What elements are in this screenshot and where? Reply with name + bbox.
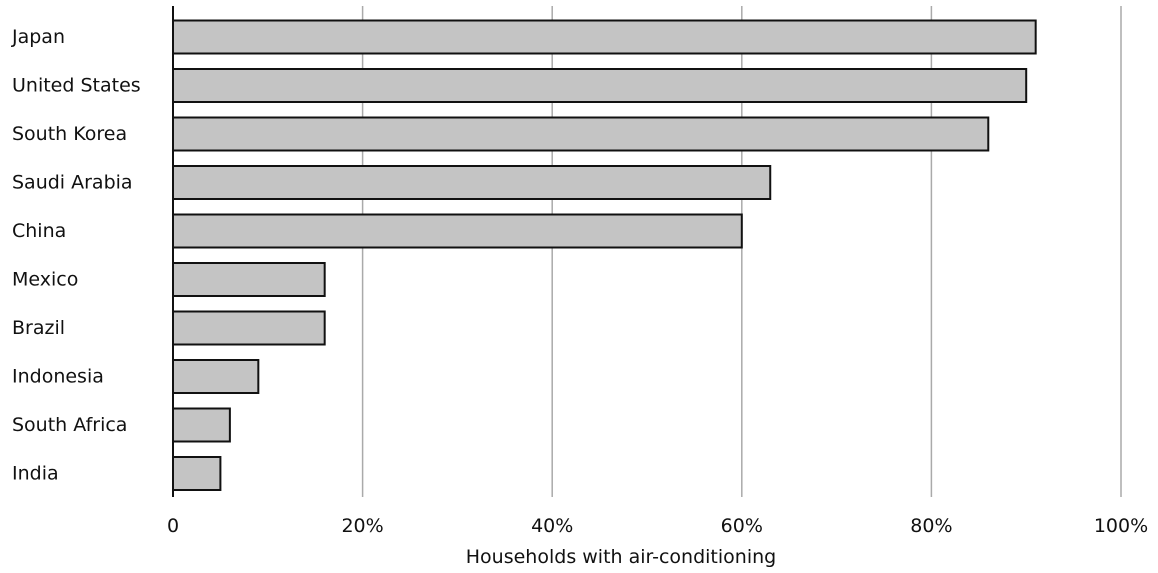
bar-united-states xyxy=(172,68,1028,103)
bar-indonesia xyxy=(172,359,260,394)
x-tick-label-0: 0 xyxy=(167,515,179,537)
category-label-united-states: United States xyxy=(12,75,141,97)
category-labels: Japan United States South Korea Saudi Arabi… xyxy=(11,26,141,485)
category-label-china: China xyxy=(12,220,66,242)
category-label-brazil: Brazil xyxy=(12,317,65,339)
x-axis-title: Households with air-conditioning xyxy=(466,546,776,568)
category-label-india: India xyxy=(12,463,59,485)
bar-south-korea xyxy=(172,116,990,152)
bar-china xyxy=(172,213,743,249)
x-tick-label-80: 80% xyxy=(910,515,952,537)
category-label-mexico: Mexico xyxy=(12,269,78,291)
x-tick-label-20: 20% xyxy=(341,515,383,537)
x-tick-labels: 0 20% 40% 60% 80% 100% xyxy=(167,515,1148,537)
bar-south-africa xyxy=(172,407,231,443)
x-tick-label-100: 100% xyxy=(1094,515,1148,537)
bar-mexico xyxy=(172,262,326,297)
category-label-south-africa: South Africa xyxy=(12,414,127,436)
x-tick-label-40: 40% xyxy=(531,515,573,537)
category-label-south-korea: South Korea xyxy=(12,123,127,145)
category-label-indonesia: Indonesia xyxy=(12,366,104,388)
category-label-saudi-arabia: Saudi Arabia xyxy=(12,172,133,194)
bar-japan xyxy=(172,19,1037,55)
category-label-japan: Japan xyxy=(11,26,65,48)
bar-india xyxy=(172,456,222,491)
bars xyxy=(172,19,1037,491)
bar-brazil xyxy=(172,310,326,346)
x-tick-label-60: 60% xyxy=(721,515,763,537)
bar-saudi-arabia xyxy=(172,165,772,200)
